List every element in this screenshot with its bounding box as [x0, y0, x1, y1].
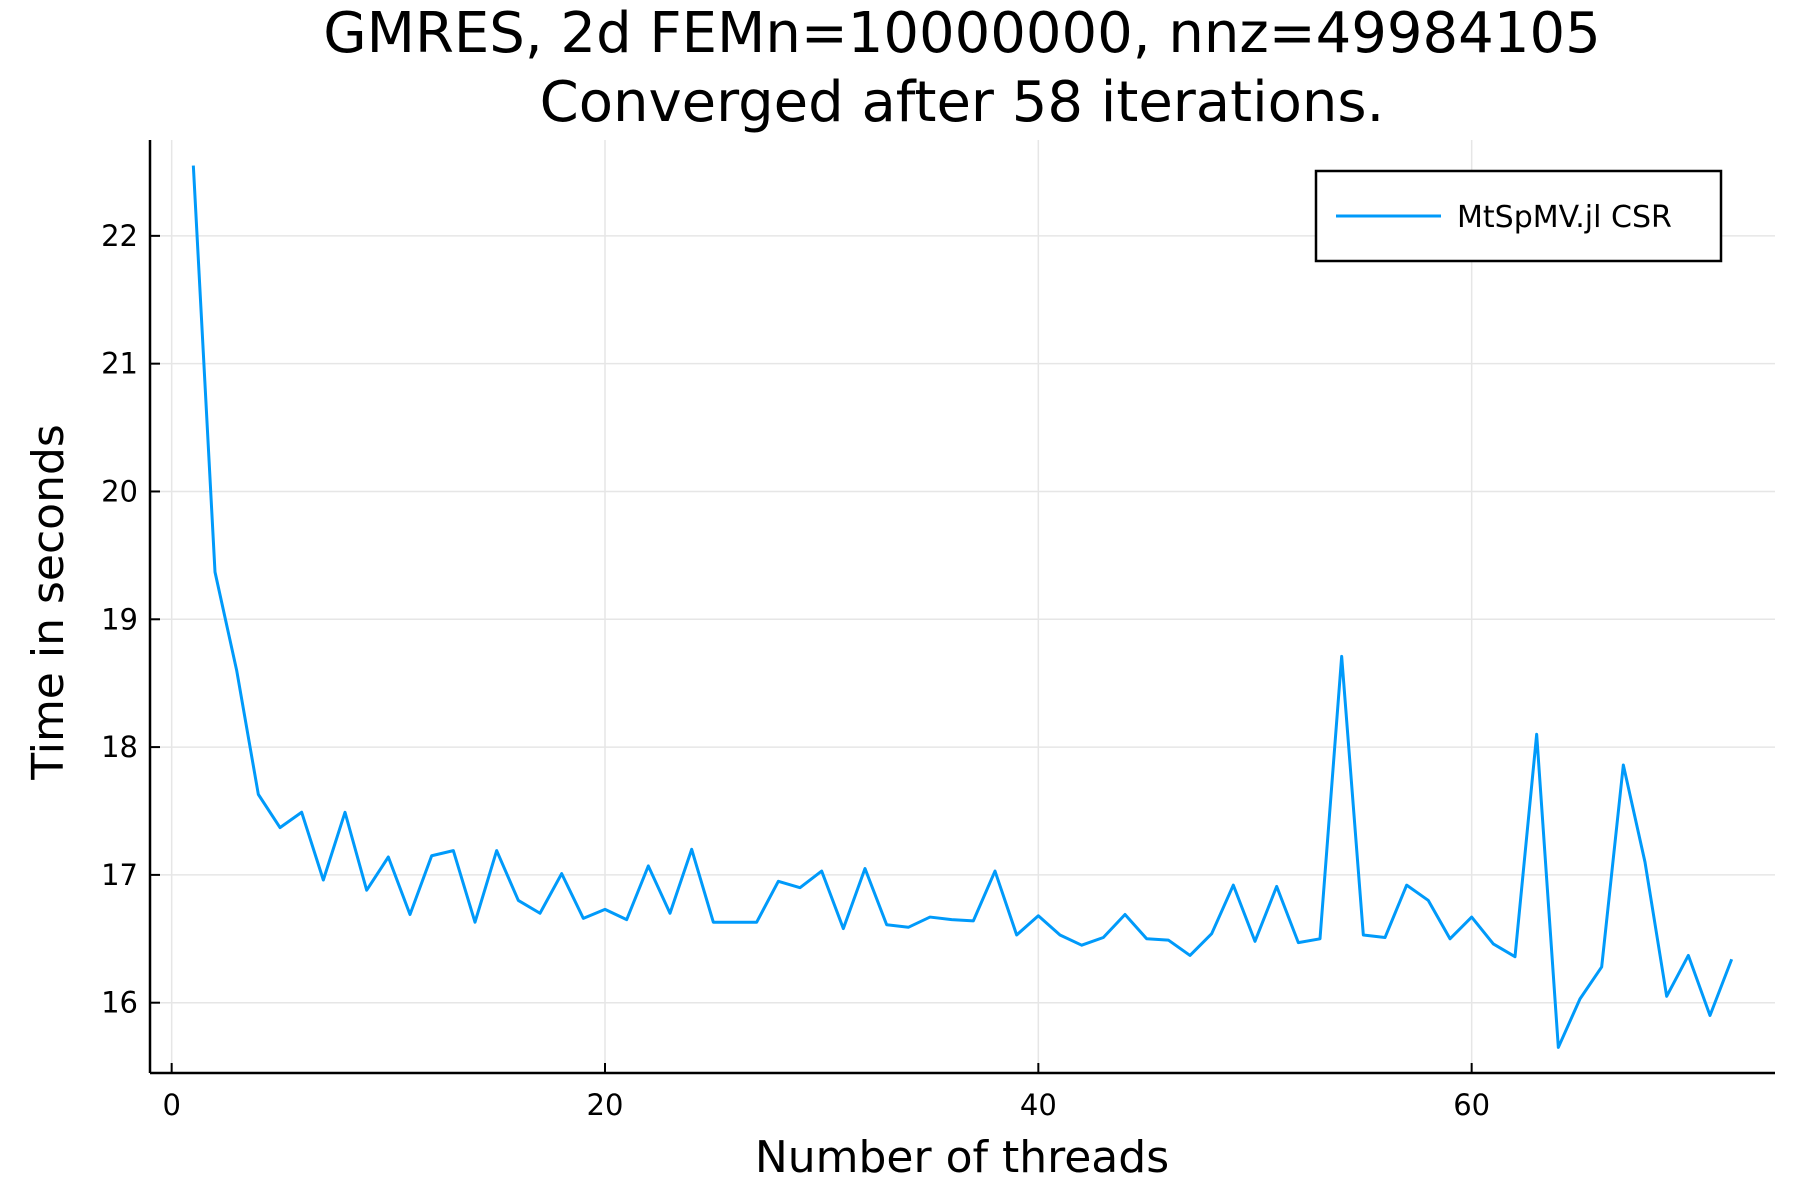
x-axis-ticks: 0 20 40 60 [162, 1063, 1490, 1122]
y-axis-ticks: 16 17 18 19 20 21 22 [101, 219, 160, 1020]
legend-label-mtspmv-csr: MtSpMV.jl CSR [1457, 200, 1672, 235]
series-line-0 [191, 165, 1734, 1049]
legend: MtSpMV.jl CSR [1314, 169, 1723, 263]
x-axis-label: Number of threads [755, 1132, 1169, 1183]
y-tick-label-16: 16 [101, 986, 138, 1020]
chart-subtitle: Converged after 58 iterations. [540, 70, 1385, 135]
axes [148, 140, 1775, 1075]
y-tick-label-18: 18 [101, 730, 138, 764]
x-tick-label-0: 0 [162, 1088, 180, 1122]
plot-area [191, 165, 1734, 1049]
y-tick-label-19: 19 [101, 602, 138, 636]
x-tick-label-40: 40 [1020, 1088, 1057, 1122]
y-tick-label-20: 20 [101, 474, 138, 508]
x-tick-label-60: 60 [1453, 1088, 1490, 1122]
x-tick-label-20: 20 [587, 1088, 624, 1122]
chart-title: GMRES, 2d FEMn=10000000, nnz=49984105 [323, 1, 1600, 66]
y-tick-label-22: 22 [101, 219, 138, 253]
y-tick-label-21: 21 [101, 347, 138, 381]
y-axis-label: Time in seconds [23, 424, 74, 781]
y-tick-label-17: 17 [101, 858, 138, 892]
grid-lines [150, 140, 1775, 1073]
